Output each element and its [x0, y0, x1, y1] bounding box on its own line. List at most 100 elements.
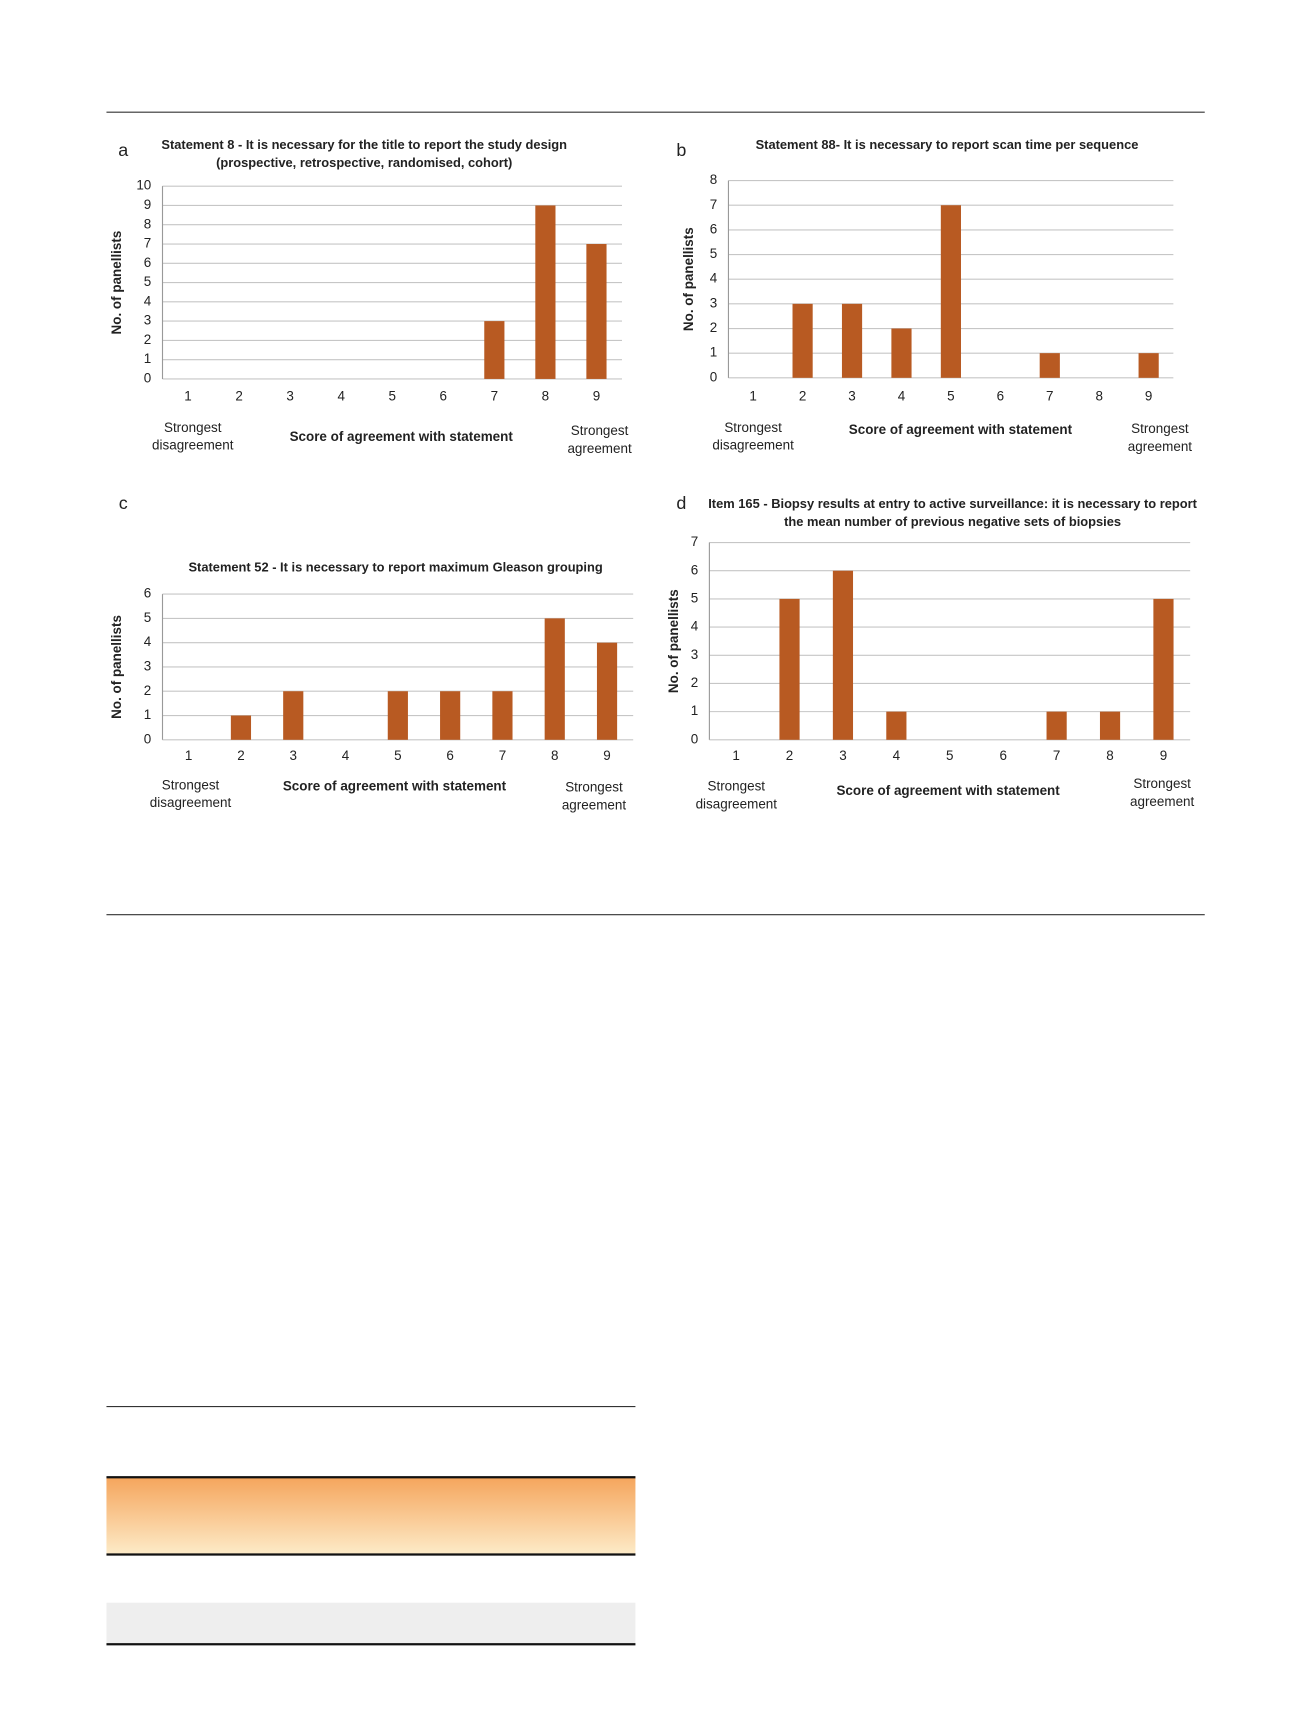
annotation: Strongest — [1133, 776, 1191, 791]
panel-letter: d — [676, 493, 686, 513]
y-tick-label: 4 — [144, 293, 152, 308]
bar — [886, 711, 907, 740]
y-tick-label: 4 — [710, 271, 718, 286]
bar — [891, 328, 912, 378]
y-axis-label: No. of panellists — [681, 227, 696, 331]
bar — [596, 642, 618, 740]
bar — [586, 244, 607, 379]
panel-letter: c — [119, 493, 128, 513]
x-tick-label: 2 — [786, 748, 793, 763]
annotation: Strongest — [1131, 421, 1189, 436]
x-tick-label: 9 — [1145, 388, 1152, 403]
x-tick-label: 5 — [394, 748, 401, 763]
y-axis-label: No. of panellists — [666, 589, 681, 693]
y-tick-label: 7 — [144, 236, 151, 251]
y-axis-label: No. of panellists — [109, 231, 124, 335]
y-tick-label: 2 — [691, 675, 698, 690]
annotation: Strongest — [571, 423, 629, 438]
annotation: disagreement — [152, 438, 234, 453]
y-tick-label: 8 — [710, 172, 717, 187]
y-tick-label: 0 — [691, 731, 698, 746]
y-tick-label: 2 — [144, 332, 151, 347]
x-tick-label: 7 — [1046, 388, 1053, 403]
chart-title: (prospective, retrospective, randomised,… — [216, 155, 512, 170]
y-tick-label: 7 — [710, 197, 717, 212]
x-tick-label: 3 — [839, 748, 846, 763]
y-tick-label: 5 — [144, 610, 151, 625]
chart-title: Item 165 - Biopsy results at entry to ac… — [708, 496, 1197, 511]
panel-letter: a — [118, 140, 128, 160]
y-tick-label: 0 — [144, 370, 151, 385]
y-tick-label: 1 — [144, 707, 151, 722]
y-tick-label: 4 — [144, 634, 152, 649]
annotation: agreement — [1130, 794, 1195, 809]
x-tick-label: 8 — [1106, 748, 1113, 763]
x-tick-label: 3 — [848, 388, 855, 403]
y-tick-label: 1 — [691, 703, 698, 718]
y-tick-label: 2 — [144, 683, 151, 698]
x-tick-label: 1 — [749, 388, 756, 403]
bar — [492, 691, 513, 740]
bar — [1046, 711, 1067, 740]
x-axis-label: Score of agreement with statement — [849, 422, 1073, 437]
x-tick-label: 6 — [440, 388, 447, 403]
annotation: agreement — [567, 441, 632, 456]
x-tick-label: 8 — [551, 748, 558, 763]
bar — [1153, 598, 1174, 740]
x-axis-label: Score of agreement with statement — [836, 783, 1060, 798]
bar — [940, 205, 961, 378]
x-tick-label: 2 — [235, 388, 242, 403]
annotation: Strongest — [565, 780, 623, 795]
bar — [1138, 353, 1159, 378]
x-tick-label: 8 — [1095, 388, 1102, 403]
annotation: agreement — [562, 797, 627, 812]
x-tick-label: 6 — [446, 748, 453, 763]
y-tick-label: 6 — [691, 562, 698, 577]
y-tick-label: 4 — [691, 619, 699, 634]
bar — [535, 205, 556, 379]
x-tick-label: 4 — [898, 388, 906, 403]
y-tick-label: 6 — [144, 586, 151, 601]
bar — [792, 303, 813, 378]
x-tick-label: 7 — [491, 388, 498, 403]
y-tick-label: 3 — [691, 647, 698, 662]
x-tick-label: 3 — [290, 748, 297, 763]
x-tick-label: 9 — [593, 388, 600, 403]
annotation: Strongest — [162, 777, 220, 792]
y-tick-label: 5 — [710, 246, 717, 261]
y-tick-label: 8 — [144, 216, 151, 231]
x-tick-label: 5 — [947, 388, 954, 403]
annotation: Strongest — [724, 420, 782, 435]
x-tick-label: 8 — [542, 388, 549, 403]
y-tick-label: 0 — [710, 369, 717, 384]
bar — [1039, 353, 1060, 378]
x-tick-label: 3 — [286, 388, 293, 403]
x-tick-label: 6 — [999, 748, 1006, 763]
bar — [544, 618, 565, 740]
x-tick-label: 5 — [946, 748, 953, 763]
annotation: agreement — [1128, 439, 1193, 454]
bar — [779, 598, 800, 740]
bar — [230, 715, 252, 740]
annotation: disagreement — [696, 796, 778, 811]
y-tick-label: 6 — [144, 255, 151, 270]
y-tick-label: 6 — [710, 221, 717, 236]
x-tick-label: 6 — [997, 388, 1004, 403]
chart-title: Statement 88- It is necessary to report … — [756, 137, 1139, 152]
x-tick-label: 7 — [1053, 748, 1060, 763]
bar — [1099, 711, 1121, 740]
y-tick-label: 0 — [144, 731, 151, 746]
bar — [387, 691, 408, 740]
bar — [283, 691, 304, 740]
x-tick-label: 1 — [732, 748, 739, 763]
bar — [841, 303, 863, 378]
x-axis-label: Score of agreement with statement — [290, 429, 514, 444]
chart-title: Statement 52 - It is necessary to report… — [188, 560, 602, 575]
y-tick-label: 7 — [691, 534, 698, 549]
x-tick-label: 7 — [499, 748, 506, 763]
y-tick-label: 10 — [136, 178, 151, 193]
x-tick-label: 9 — [603, 748, 610, 763]
y-tick-label: 3 — [710, 295, 717, 310]
